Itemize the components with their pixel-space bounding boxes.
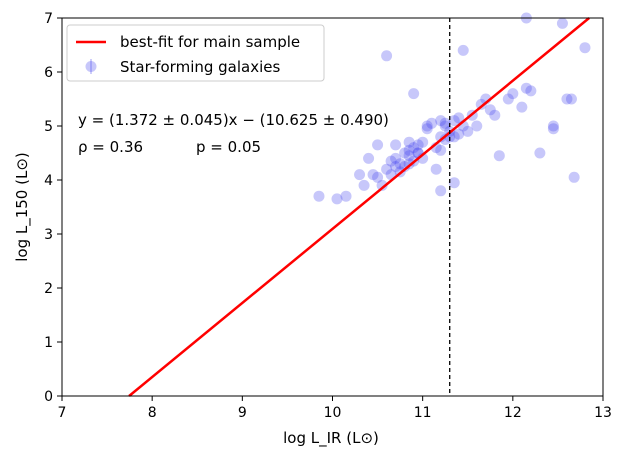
- data-point: [448, 177, 460, 189]
- data-point: [435, 185, 447, 197]
- y-tick-label: 4: [44, 173, 53, 189]
- legend-point-swatch: [85, 61, 97, 72]
- data-point: [313, 190, 325, 202]
- data-point: [435, 115, 447, 127]
- data-point: [439, 117, 451, 129]
- data-point: [403, 144, 415, 156]
- data-point: [516, 101, 528, 113]
- data-point: [394, 158, 406, 170]
- data-point: [493, 150, 505, 162]
- data-point: [547, 123, 559, 135]
- legend-entry-fit: best-fit for main sample: [120, 33, 300, 51]
- data-point: [430, 163, 442, 175]
- data-point: [399, 161, 411, 172]
- data-point: [408, 142, 420, 154]
- data-point: [565, 93, 577, 105]
- data-point: [381, 50, 393, 62]
- data-point: [471, 120, 483, 132]
- data-point: [376, 179, 388, 191]
- legend-entry-points: Star-forming galaxies: [120, 58, 280, 76]
- rho-annotation: ρ = 0.36: [78, 138, 143, 156]
- data-point: [448, 115, 460, 127]
- x-axis-ticks: 7 8 9 10 11 12 13: [58, 396, 612, 421]
- data-point: [381, 163, 393, 175]
- data-point: [372, 139, 384, 151]
- data-point: [403, 150, 415, 162]
- x-tick-label: 11: [414, 405, 432, 421]
- best-fit-line: [128, 17, 590, 397]
- data-point: [435, 131, 447, 143]
- data-point: [556, 17, 568, 29]
- data-point: [484, 104, 496, 116]
- data-point: [417, 136, 429, 148]
- data-point: [421, 123, 433, 135]
- y-tick-label: 1: [44, 335, 53, 351]
- x-tick-label: 8: [148, 405, 157, 421]
- data-point: [385, 155, 397, 167]
- data-point: [399, 147, 411, 159]
- data-point: [568, 171, 580, 183]
- data-point: [561, 93, 573, 105]
- x-tick-label: 7: [58, 405, 67, 421]
- data-point: [340, 190, 352, 202]
- y-tick-label: 3: [44, 227, 53, 243]
- data-point: [403, 136, 415, 148]
- data-point: [408, 88, 420, 100]
- y-axis-ticks: 0 1 2 3 4 5 6 7: [44, 11, 62, 405]
- data-point: [354, 169, 366, 181]
- data-point: [358, 179, 370, 191]
- data-point: [448, 131, 460, 143]
- data-point: [547, 120, 559, 132]
- data-point: [579, 42, 591, 54]
- data-point: [390, 161, 402, 172]
- data-point: [412, 139, 424, 151]
- x-tick-label: 12: [504, 405, 522, 421]
- data-point: [462, 125, 474, 137]
- legend-box: [66, 24, 325, 82]
- data-point: [453, 128, 465, 140]
- data-point: [520, 82, 532, 94]
- data-point: [421, 120, 433, 132]
- data-point: [439, 120, 451, 132]
- data-point: [457, 44, 469, 56]
- y-tick-label: 2: [44, 281, 53, 297]
- legend: best-fit for main sample Star-forming ga…: [66, 24, 325, 82]
- data-point: [453, 112, 465, 124]
- y-tick-label: 7: [44, 11, 53, 27]
- data-point: [439, 134, 451, 145]
- x-tick-label: 10: [324, 405, 342, 421]
- data-point: [475, 98, 487, 110]
- data-point: [534, 147, 546, 159]
- points-layer: [313, 12, 591, 205]
- data-point: [367, 169, 379, 181]
- y-tick-label: 6: [44, 65, 53, 81]
- data-point: [372, 171, 384, 183]
- data-point: [435, 144, 447, 156]
- data-point: [331, 193, 343, 205]
- data-point: [426, 117, 438, 129]
- data-point: [489, 109, 501, 121]
- data-point: [507, 88, 519, 100]
- y-axis-label: log L_150 (L⊙): [13, 152, 32, 262]
- y-tick-label: 5: [44, 119, 53, 135]
- x-tick-label: 9: [238, 405, 247, 421]
- x-axis-label: log L_IR (L⊙): [283, 429, 379, 448]
- data-point: [525, 85, 537, 97]
- y-tick-label: 0: [44, 389, 53, 405]
- data-point: [390, 139, 402, 151]
- p-value-annotation: p = 0.05: [196, 138, 261, 156]
- data-point: [502, 93, 514, 105]
- x-tick-label: 13: [594, 405, 612, 421]
- data-point: [390, 152, 402, 164]
- fit-equation-annotation: y = (1.372 ± 0.045)x − (10.625 ± 0.490): [78, 111, 389, 129]
- data-point: [363, 152, 375, 164]
